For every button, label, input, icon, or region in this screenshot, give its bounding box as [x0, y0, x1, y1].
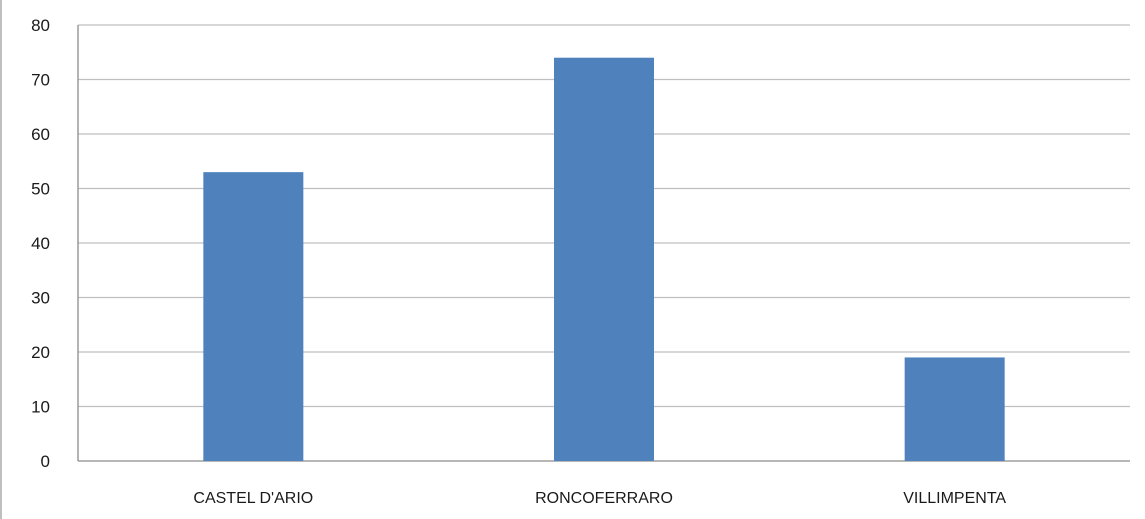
chart-frame-border [0, 0, 2, 519]
y-tick-labels: 0 10 20 30 40 50 60 70 80 [31, 16, 50, 471]
bar [554, 57, 654, 461]
y-tick-label: 40 [31, 234, 50, 253]
y-tick-label: 80 [31, 16, 50, 35]
y-tick-label: 60 [31, 125, 50, 144]
y-tick-label: 0 [41, 452, 50, 471]
y-tick-label: 20 [31, 343, 50, 362]
y-tick-label: 30 [31, 289, 50, 308]
x-tick-label: CASTEL D'ARIO [193, 490, 313, 507]
x-tick-labels: CASTEL D'ARIO RONCOFERRARO VILLIMPENTA [193, 490, 1006, 507]
bar [203, 172, 304, 461]
y-tick-label: 10 [31, 398, 50, 417]
x-tick-label: RONCOFERRARO [535, 490, 673, 507]
bar [904, 357, 1005, 461]
bars [203, 57, 1005, 461]
y-tick-label: 50 [31, 180, 50, 199]
x-tick-label: VILLIMPENTA [903, 490, 1006, 507]
y-tick-label: 70 [31, 71, 50, 90]
